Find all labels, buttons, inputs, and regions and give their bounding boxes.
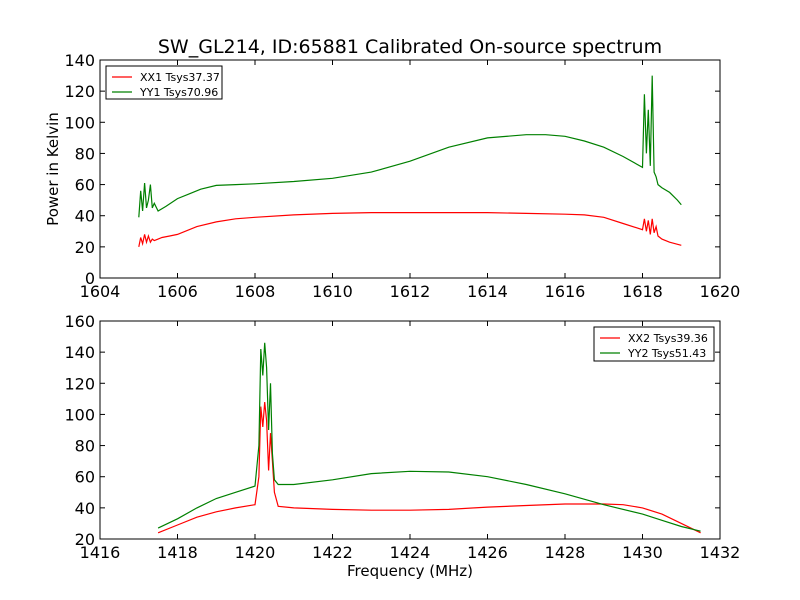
x-tick-label: 1416 — [80, 543, 121, 562]
x-tick-label: 1432 — [700, 543, 741, 562]
y-tick-label: 120 — [64, 82, 95, 101]
x-tick-label: 1610 — [312, 282, 353, 301]
legend-label: YY2 Tsys51.43 — [627, 347, 706, 360]
x-tick-label: 1424 — [390, 543, 431, 562]
y-tick-label: 120 — [64, 374, 95, 393]
top-spectrum-plot: 1604 1606 1608 1610 1612 1614 1616 1618 1620 0 20 4… — [44, 51, 740, 301]
y-tick-label: 140 — [64, 51, 95, 70]
x-axis-label: Frequency (MHz) — [347, 562, 473, 580]
y-tick-label: 100 — [64, 113, 95, 132]
y-tick-label: 0 — [85, 269, 95, 288]
x-tick-label: 1614 — [467, 282, 508, 301]
legend: XX1 Tsys37.37 YY1 Tsys70.96 — [105, 65, 223, 100]
chart-title: SW_GL214, ID:65881 Calibrated On-source … — [158, 36, 662, 58]
y-tick-label: 100 — [64, 405, 95, 424]
y-tick-label: 40 — [75, 207, 95, 226]
legend: XX2 Tsys39.36 YY2 Tsys51.43 — [593, 326, 715, 362]
y-tick-label: 160 — [64, 312, 95, 331]
x-tick-label: 1428 — [545, 543, 586, 562]
series-line-1 — [138, 212, 682, 248]
legend-label: XX2 Tsys39.36 — [628, 332, 708, 345]
x-tick-label: 1620 — [700, 282, 741, 301]
x-tick-label: 1420 — [235, 543, 276, 562]
x-tick-label: 1604 — [80, 282, 121, 301]
y-tick-label: 80 — [75, 437, 95, 456]
y-tick-label: 20 — [75, 238, 95, 257]
y-tick-label: 40 — [75, 499, 95, 518]
series-line-1 — [157, 401, 701, 534]
legend-label: YY1 Tsys70.96 — [139, 86, 218, 99]
x-tick-label: 1426 — [467, 543, 508, 562]
x-tick-label: 1418 — [157, 543, 198, 562]
x-tick-label: 1606 — [157, 282, 198, 301]
bottom-spectrum-plot: 1416 1418 1420 1422 1424 1426 1428 1430 1432 20 40… — [64, 312, 740, 580]
y-tick-label: 80 — [75, 144, 95, 163]
legend-box — [105, 65, 223, 100]
x-tick-label: 1608 — [235, 282, 276, 301]
y-tick-label: 20 — [75, 530, 95, 549]
y-tick-label: 60 — [75, 468, 95, 487]
series-line-2 — [157, 342, 701, 532]
legend-label: XX1 Tsys37.37 — [140, 71, 220, 84]
x-tick-label: 1422 — [312, 543, 353, 562]
x-tick-label: 1618 — [622, 282, 663, 301]
y-tick-label: 140 — [64, 343, 95, 362]
series-line-2 — [138, 75, 682, 218]
y-tick-label: 60 — [75, 176, 95, 195]
x-tick-label: 1430 — [622, 543, 663, 562]
x-tick-label: 1616 — [545, 282, 586, 301]
legend-box — [593, 326, 715, 362]
x-tick-label: 1612 — [390, 282, 431, 301]
y-axis-label: Power in Kelvin — [44, 112, 62, 226]
